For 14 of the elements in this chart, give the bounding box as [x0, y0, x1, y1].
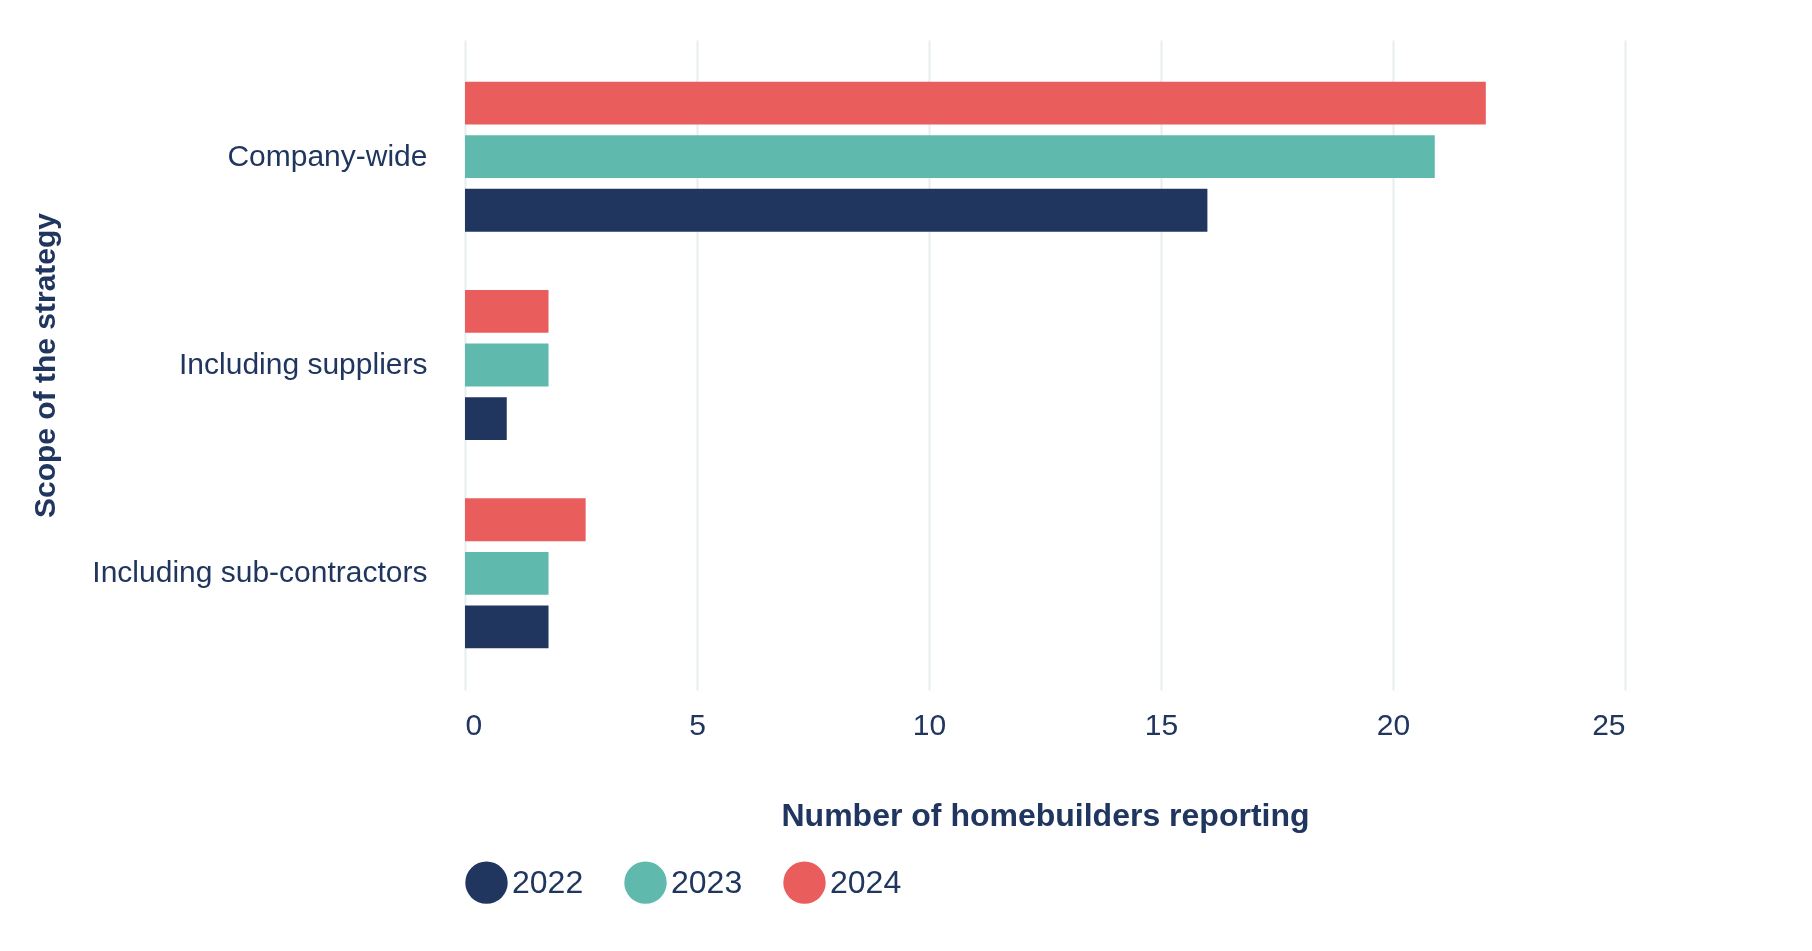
x-tick-label: 0: [465, 707, 483, 741]
x-tick-label: 10: [912, 707, 947, 741]
y-tick-label: Including sub-contractors: [92, 555, 428, 589]
x-tick-label: 15: [1144, 707, 1179, 741]
y-axis-title: Scope of the strategy: [27, 212, 61, 519]
y-tick-label: Including suppliers: [179, 347, 428, 380]
x-axis-title: Number of homebuilders reporting: [781, 796, 1310, 833]
legend-label: 2023: [671, 863, 743, 900]
x-tick-label: 5: [689, 707, 706, 741]
y-tick-label: Company-wide: [227, 138, 428, 172]
legend-label: 2022: [512, 863, 584, 900]
x-tick-label: 25: [1592, 707, 1626, 741]
x-tick-label: 20: [1376, 707, 1411, 741]
legend-label: 2024: [830, 863, 902, 900]
